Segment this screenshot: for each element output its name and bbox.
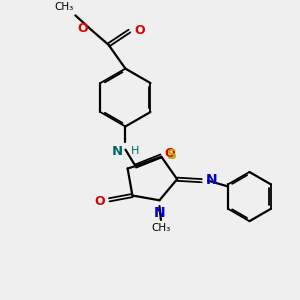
Text: O: O — [134, 24, 145, 37]
Text: N: N — [206, 173, 218, 187]
Text: H: H — [130, 146, 139, 156]
Text: O: O — [165, 147, 176, 160]
Text: O: O — [95, 195, 106, 208]
Text: N: N — [154, 206, 165, 220]
Text: N: N — [112, 145, 123, 158]
Text: O: O — [77, 22, 88, 35]
Text: CH₃: CH₃ — [152, 224, 171, 233]
Text: S: S — [167, 148, 177, 162]
Text: CH₃: CH₃ — [55, 2, 74, 12]
